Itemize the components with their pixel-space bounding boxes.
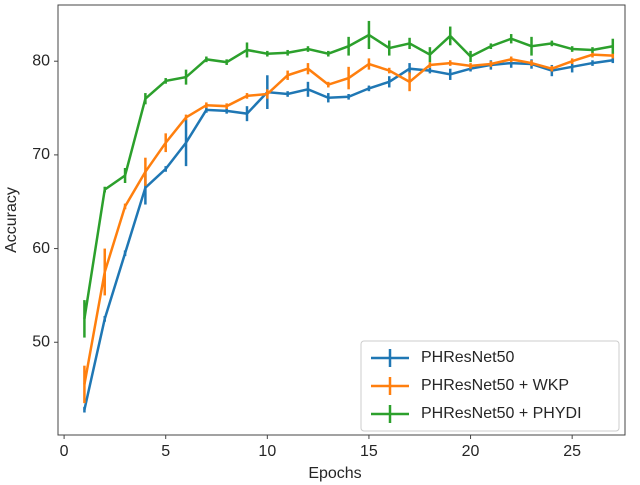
legend-label: PHResNet50 xyxy=(421,349,514,366)
legend-box xyxy=(360,340,620,432)
x-tick-label: 5 xyxy=(161,443,170,460)
legend-label: PHResNet50 + PHYDI xyxy=(421,405,582,422)
y-tick-label: 80 xyxy=(32,52,50,69)
plot-frame xyxy=(57,4,626,436)
x-tick-label: 0 xyxy=(60,443,69,460)
series-line xyxy=(83,53,613,385)
y-tick-label: 70 xyxy=(32,146,50,163)
y-tick-label: 50 xyxy=(32,333,50,350)
legend-label: PHResNet50 + WKP xyxy=(421,377,569,394)
x-axis-label: Epochs xyxy=(308,465,361,482)
x-tick-label: 20 xyxy=(462,443,480,460)
x-tick-label: 15 xyxy=(360,443,378,460)
y-axis-label: Accuracy xyxy=(3,187,20,253)
x-tick-label: 25 xyxy=(563,443,581,460)
x-tick-label: 10 xyxy=(258,443,276,460)
y-tick-label: 60 xyxy=(32,240,50,257)
